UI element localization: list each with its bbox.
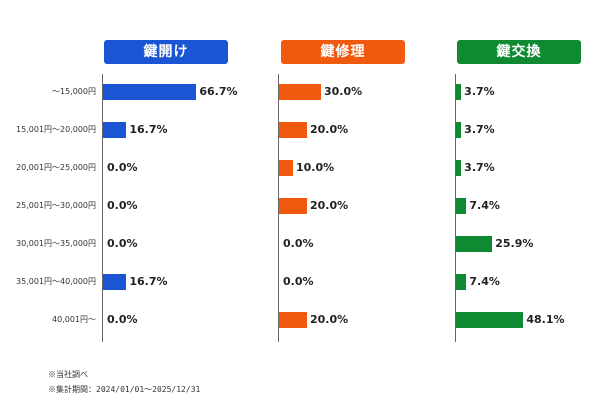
value-label: 25.9% — [495, 237, 534, 250]
value-label: 3.7% — [464, 161, 495, 174]
value-label: 20.0% — [310, 123, 349, 136]
value-label: 0.0% — [107, 313, 138, 326]
bar — [456, 312, 524, 328]
bar — [279, 122, 307, 138]
bar — [103, 84, 197, 100]
value-label: 20.0% — [310, 313, 349, 326]
value-label: 0.0% — [107, 237, 138, 250]
bar — [456, 236, 493, 252]
period-note: ※集計期間：2024/01/01～2025/12/31 — [48, 385, 201, 394]
bar — [456, 84, 462, 100]
value-label: 20.0% — [310, 199, 349, 212]
category-label: ～15,000円 — [52, 87, 96, 96]
value-label: 30.0% — [324, 85, 363, 98]
source-note: ※当社調べ — [48, 370, 88, 379]
category-label: 15,001円～20,000円 — [16, 125, 96, 134]
value-label: 48.1% — [526, 313, 565, 326]
category-label: 20,001円～25,000円 — [16, 163, 96, 172]
axis-line — [102, 74, 103, 342]
value-label: 16.7% — [129, 275, 168, 288]
bar — [103, 122, 127, 138]
series-header: 鍵修理 — [281, 40, 405, 64]
value-label: 66.7% — [199, 85, 238, 98]
category-label: 35,001円～40,000円 — [16, 277, 96, 286]
bar — [456, 274, 467, 290]
bar — [279, 198, 307, 214]
category-label: 25,001円～30,000円 — [16, 201, 96, 210]
value-label: 0.0% — [107, 199, 138, 212]
bar — [279, 84, 321, 100]
bar — [279, 160, 293, 176]
category-label: 30,001円～35,000円 — [16, 239, 96, 248]
value-label: 0.0% — [283, 275, 314, 288]
value-label: 0.0% — [107, 161, 138, 174]
value-label: 16.7% — [129, 123, 168, 136]
bar — [456, 160, 462, 176]
bar — [456, 198, 467, 214]
axis-line — [455, 74, 456, 342]
category-label: 40,001円～ — [52, 315, 96, 324]
bar — [103, 274, 127, 290]
series-header: 鍵開け — [104, 40, 228, 64]
value-label: 7.4% — [469, 275, 500, 288]
value-label: 0.0% — [283, 237, 314, 250]
bar — [456, 122, 462, 138]
value-label: 7.4% — [469, 199, 500, 212]
series-header: 鍵交換 — [457, 40, 581, 64]
bar — [279, 312, 307, 328]
value-label: 10.0% — [296, 161, 335, 174]
axis-line — [278, 74, 279, 342]
value-label: 3.7% — [464, 85, 495, 98]
value-label: 3.7% — [464, 123, 495, 136]
